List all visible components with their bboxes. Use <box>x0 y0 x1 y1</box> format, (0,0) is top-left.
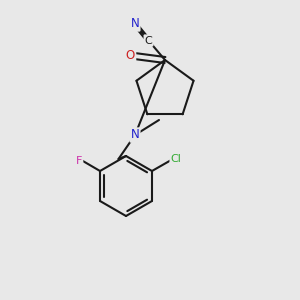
Text: N: N <box>130 128 140 142</box>
Text: O: O <box>126 49 135 62</box>
Text: Cl: Cl <box>170 154 182 164</box>
Text: C: C <box>145 35 152 46</box>
Text: N: N <box>130 17 140 31</box>
Text: F: F <box>76 155 82 166</box>
